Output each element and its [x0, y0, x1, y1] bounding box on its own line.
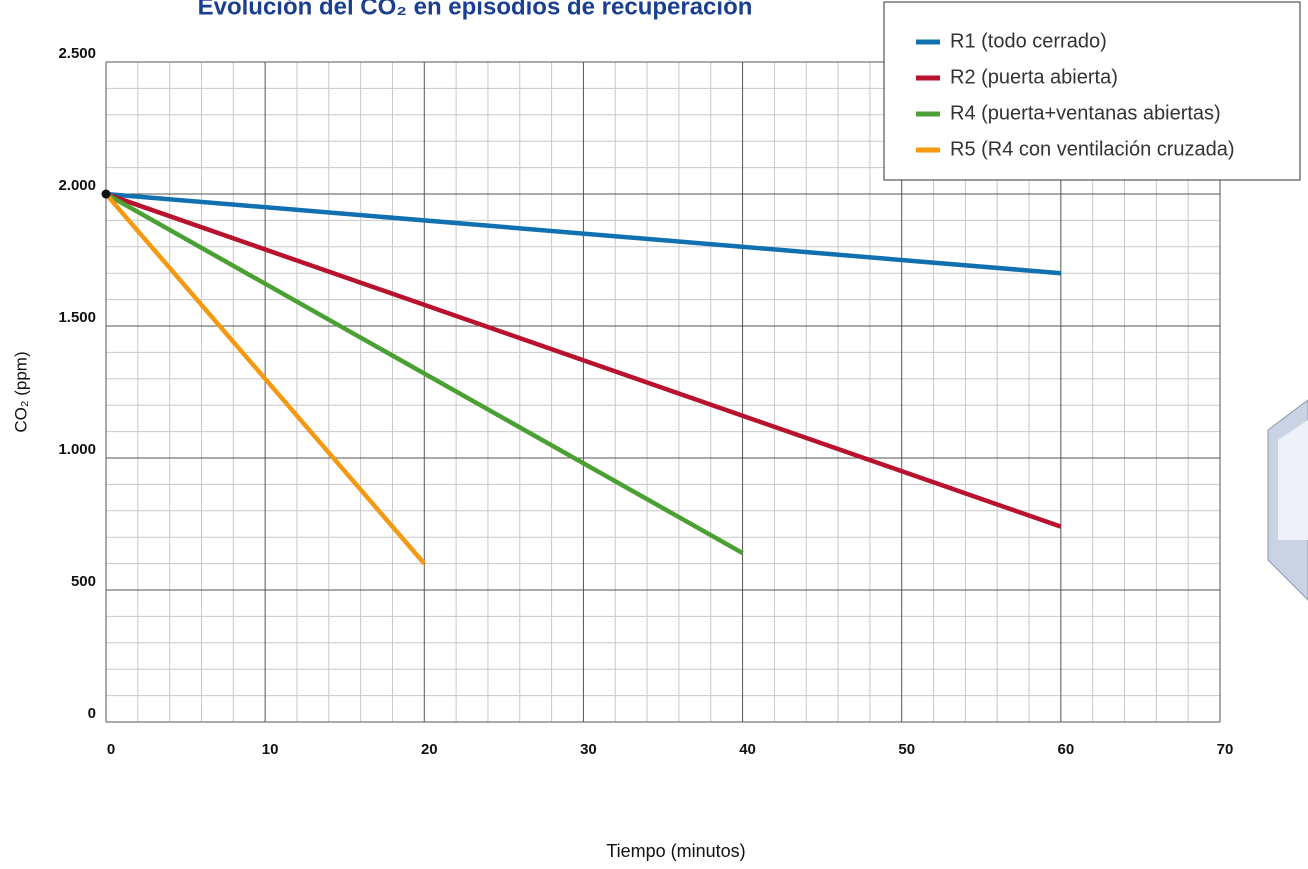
illustration — [1267, 399, 1308, 601]
series-line — [105, 191, 1062, 529]
chart-title: Evolución del CO₂ en episodios de recupe… — [198, 0, 753, 20]
x-tick-label: 70 — [1217, 741, 1234, 758]
start-point — [101, 189, 111, 199]
x-tick-label: 20 — [421, 741, 438, 758]
y-tick-label: 1.000 — [58, 441, 96, 458]
x-tick-label: 50 — [898, 741, 915, 758]
x-tick-label: 60 — [1058, 741, 1075, 758]
x-tick-label: 40 — [739, 741, 756, 758]
y-axis-label: CO₂ (ppm) — [11, 351, 30, 432]
y-tick-label: 2.000 — [58, 177, 96, 194]
legend-label: R1 (todo cerrado) — [950, 30, 1107, 52]
y-tick-label: 0 — [88, 705, 96, 722]
x-tick-label: 10 — [262, 741, 279, 758]
y-tick-label: 2.500 — [58, 45, 96, 62]
legend-label: R2 (puerta abierta) — [950, 66, 1118, 88]
x-tick-label: 30 — [580, 741, 597, 758]
y-tick-label: 1.500 — [58, 309, 96, 326]
legend-label: R5 (R4 con ventilación cruzada) — [950, 138, 1235, 160]
legend-label: R4 (puerta+ventanas abiertas) — [950, 102, 1221, 124]
series-line — [104, 192, 744, 555]
legend: R1 (todo cerrado) R2 (puerta abierta) R4 (… — [883, 1, 1301, 181]
legend-box — [883, 1, 1301, 181]
y-tick-label: 500 — [71, 573, 96, 590]
series-line — [105, 191, 1062, 276]
series-line — [104, 192, 426, 566]
x-tick-label: 0 — [107, 741, 115, 758]
x-axis-label: Tiempo (minutos) — [606, 841, 745, 861]
